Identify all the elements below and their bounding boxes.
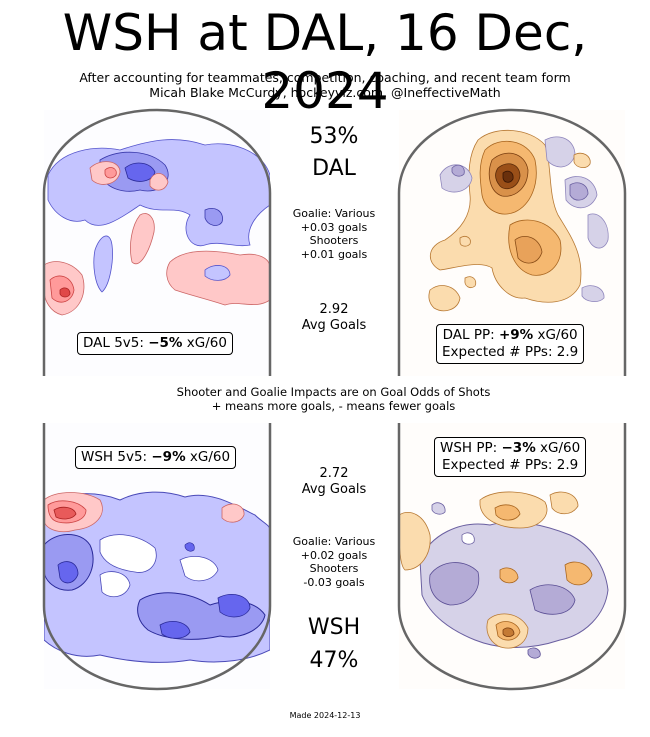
wsh-pp-expected: Expected # PPs: 2.9: [441, 457, 579, 473]
wsh-goalie-block: Goalie: Various +0.02 goals Shooters -0.…: [292, 535, 376, 589]
dal-goalie-block: Goalie: Various +0.03 goals Shooters +0.…: [292, 207, 376, 261]
wsh-win-pct: 47%: [309, 648, 359, 673]
page-title: WSH at DAL, 16 Dec, 2024: [62, 4, 588, 120]
impact-note: Shooter and Goalie Impacts are on Goal O…: [176, 385, 491, 413]
wsh-avg-goals: 2.72 Avg Goals: [301, 466, 367, 497]
wsh-pp-value: −3%: [501, 440, 536, 456]
rink-outline-top-right: [397, 108, 627, 376]
dal-5v5-label: DAL 5v5: −5% xG/60: [77, 332, 233, 355]
rink-outline-bottom-left: [42, 423, 272, 691]
wsh-5v5-value: −9%: [151, 449, 186, 465]
wsh-team-name: WSH: [307, 615, 361, 640]
rink-outline-bottom-right: [397, 423, 627, 691]
wsh-5v5-label: WSH 5v5: −9% xG/60: [75, 446, 237, 469]
dal-pp-expected: Expected # PPs: 2.9: [442, 344, 579, 360]
wsh-pp-label: WSH PP: −3% xG/60 Expected # PPs: 2.9: [434, 437, 587, 477]
dal-pp-value: +9%: [498, 327, 534, 343]
dal-team-name: DAL: [312, 156, 356, 181]
subtitle-line-2: Micah Blake McCurdy, hockeyviz.com, @Ine…: [149, 85, 501, 100]
subtitle-line-1: After accounting for teammates, competit…: [79, 70, 571, 85]
dal-win-pct: 53%: [309, 124, 359, 149]
dal-5v5-value: −5%: [148, 335, 183, 351]
footer-made-date: Made 2024-12-13: [289, 711, 361, 720]
subtitle: After accounting for teammates, competit…: [0, 70, 650, 100]
dal-pp-label: DAL PP: +9% xG/60 Expected # PPs: 2.9: [436, 324, 585, 364]
rink-outline-top-left: [42, 108, 272, 376]
dal-avg-goals: 2.92 Avg Goals: [301, 302, 367, 333]
